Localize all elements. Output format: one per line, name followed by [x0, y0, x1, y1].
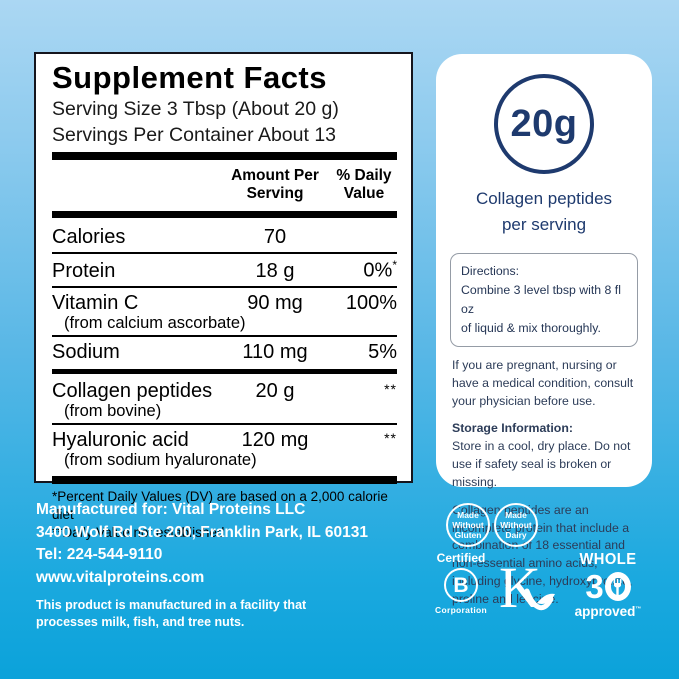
nutrient-name: Calories	[52, 225, 126, 248]
nutrient-row-collagen: Collagen peptides 20 g ** (from bovine)	[52, 376, 397, 423]
phone-line: Tel: 224-544-9110	[36, 546, 163, 563]
nutrient-dv: 100%	[345, 291, 397, 314]
nutrient-amount: 120 mg	[241, 428, 309, 451]
pregnancy-note: If you are pregnant, nursing or have a m…	[452, 357, 634, 408]
amount-per-serving-header: Amount Per Serving	[231, 167, 319, 203]
footnote-not-established: **Daily Value not established	[52, 525, 225, 541]
divider-bar-thick	[52, 210, 397, 218]
serving-badge-circle: 20g	[494, 74, 594, 174]
directions-title: Directions:	[461, 263, 520, 278]
nutrient-row-calories: Calories 70	[52, 222, 397, 252]
nutrient-dv: **	[384, 380, 397, 397]
manufacturer-block: Manufactured for: Vital Proteins LLC 340…	[36, 499, 368, 589]
nutrient-name: Collagen peptides	[52, 379, 213, 402]
divider-bar-thick	[52, 152, 397, 161]
nutrient-name: Hyaluronic acid	[52, 428, 189, 451]
supplement-facts-panel: Supplement Facts Serving Size 3 Tbsp (Ab…	[34, 52, 413, 540]
nutrient-name: Vitamin C	[52, 291, 139, 314]
manufactured-for-line: Manufactured for: Vital Proteins LLC	[36, 501, 306, 518]
nutrient-dv: **	[384, 429, 397, 446]
whole30-word: WHOLE	[579, 551, 637, 568]
nutrient-amount: 70	[263, 225, 287, 248]
dv-asterisk: *	[392, 257, 397, 272]
directions-line1: Combine 3 level tbsp with 8 fl oz	[461, 282, 621, 316]
trademark-symbol: ™	[635, 606, 642, 613]
nutrient-dv: 0%*	[363, 257, 397, 282]
serving-size-line: Serving Size 3 Tbsp (About 20 g)	[52, 97, 339, 120]
whole30-zero-ring	[604, 572, 631, 601]
nutrient-row-sodium: Sodium 110 mg 5%	[52, 334, 397, 367]
directions-line2: of liquid & mix thoroughly.	[461, 320, 601, 335]
daily-value-header: % Daily Value	[336, 167, 392, 203]
storage-info: Storage Information: Store in a cool, dr…	[452, 420, 636, 491]
fork-icon	[613, 578, 622, 595]
nutrient-sub: (from sodium hyaluronate)	[64, 450, 257, 469]
nutrient-name: Sodium	[52, 340, 120, 363]
servings-per-container-line: Servings Per Container About 13	[52, 123, 337, 146]
storage-body: Store in a cool, dry place. Do not use i…	[452, 439, 631, 489]
bcorp-letter: B	[453, 573, 469, 597]
badge-caption-line1: Collagen peptides	[475, 189, 613, 208]
footnote-daily-values: *Percent Daily Values (DV) are based on …	[52, 488, 388, 523]
directions-box: Directions: Combine 3 level tbsp with 8 …	[450, 252, 638, 347]
nutrient-amount: 90 mg	[247, 291, 303, 314]
badge-caption: Collagen peptides per serving	[448, 186, 640, 239]
nutrient-row-hyaluronic: Hyaluronic acid 120 mg ** (from sodium h…	[52, 422, 397, 472]
footnotes: *Percent Daily Values (DV) are based on …	[52, 488, 397, 543]
nutrient-sub: (from bovine)	[64, 401, 162, 420]
nutrient-name: Protein	[52, 259, 116, 282]
info-panel: 20g Collagen peptides per serving Direct…	[436, 54, 652, 606]
facts-header-row: Amount Per Serving % Daily Value	[52, 164, 397, 207]
nutrient-row-protein: Protein 18 g 0%*	[52, 251, 397, 286]
bcorp-logo: Certified B Corporation	[432, 551, 490, 615]
nutrient-row-vitamin-c: Vitamin C 90 mg 100% (from calcium ascor…	[52, 285, 397, 335]
kosher-icon: K	[497, 553, 559, 623]
badge-caption-line2: per serving	[501, 215, 587, 235]
facility-note: This product is manufactured in a facili…	[36, 598, 307, 629]
website-line: www.vitalproteins.com	[36, 568, 205, 586]
whole30-approved-label: approved™	[574, 604, 642, 619]
nutrient-amount: 110 mg	[242, 340, 308, 363]
whole30-logo: WHOLE 3 approved™	[567, 551, 649, 619]
nutrient-sub: (from calcium ascorbate)	[64, 313, 246, 332]
made-without-dairy-badge: Made Without Dairy	[494, 503, 538, 547]
divider-bar-thick	[52, 475, 397, 484]
nutrient-dv: 5%	[368, 340, 397, 363]
bcorp-certified-label: Certified	[436, 551, 486, 565]
nutrient-amount: 20 g	[255, 379, 295, 402]
facts-title: Supplement Facts	[52, 60, 327, 95]
storage-title: Storage Information:	[452, 421, 573, 436]
bcorp-circle-icon: B	[444, 568, 478, 602]
nutrient-amount: 18 g	[255, 259, 295, 282]
divider-bar-medium	[52, 368, 397, 374]
whole30-number: 3	[567, 570, 649, 603]
collagen-grams-value: 20g	[510, 102, 578, 145]
address-line: 3400 Wolf Rd Ste 200, Franklin Park, IL …	[36, 523, 368, 541]
made-without-gluten-badge: Made Without Gluten	[446, 503, 490, 547]
svg-text:K: K	[499, 555, 541, 620]
bcorp-corporation-label: Corporation	[435, 605, 487, 615]
